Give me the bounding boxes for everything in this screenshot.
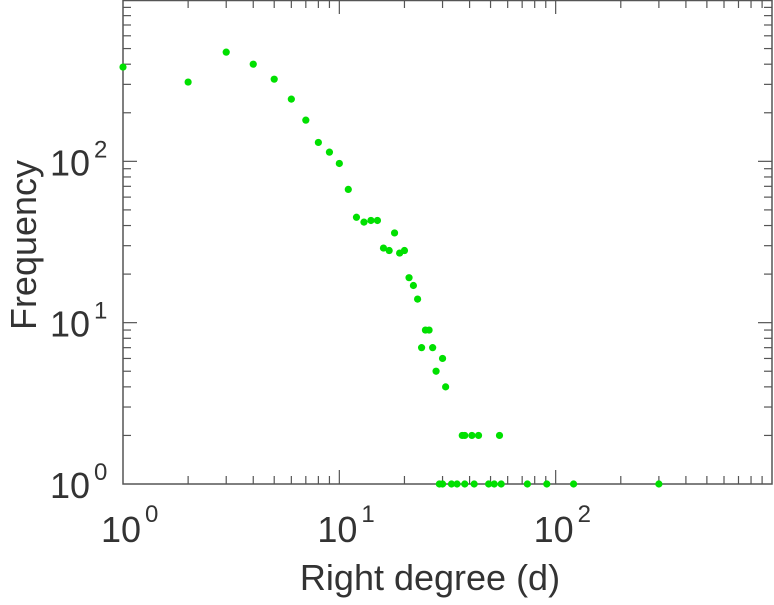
data-point bbox=[344, 185, 352, 193]
data-point bbox=[287, 95, 295, 103]
data-point bbox=[360, 218, 368, 226]
data-point bbox=[222, 48, 230, 56]
data-point bbox=[485, 480, 493, 488]
y-tick-label-base: 10 bbox=[50, 465, 90, 506]
data-point bbox=[497, 480, 505, 488]
data-point bbox=[270, 75, 278, 83]
data-point bbox=[425, 326, 433, 334]
data-point bbox=[432, 367, 440, 375]
data-point bbox=[474, 431, 483, 440]
data-point bbox=[409, 281, 418, 290]
x-tick-label-base: 10 bbox=[317, 509, 357, 550]
y-tick-label-exponent: 2 bbox=[94, 136, 107, 163]
data-point bbox=[442, 383, 450, 391]
y-tick-label-base: 10 bbox=[50, 304, 90, 345]
data-point bbox=[461, 431, 469, 440]
data-point bbox=[470, 480, 478, 488]
data-point bbox=[385, 246, 393, 255]
plot-frame bbox=[122, 0, 773, 485]
data-point bbox=[569, 480, 578, 488]
data-point bbox=[495, 431, 504, 440]
x-tick-label-exponent: 2 bbox=[578, 501, 591, 528]
data-point bbox=[453, 480, 461, 488]
data-point bbox=[490, 480, 498, 488]
data-point bbox=[429, 344, 437, 352]
data-point bbox=[302, 116, 310, 124]
data-points bbox=[119, 48, 663, 488]
y-tick-label-exponent: 0 bbox=[94, 459, 107, 486]
x-tick-label-exponent: 1 bbox=[361, 501, 374, 528]
data-point bbox=[543, 480, 551, 488]
data-point bbox=[468, 431, 476, 440]
data-point bbox=[413, 295, 422, 303]
data-point bbox=[461, 480, 469, 488]
data-point bbox=[379, 244, 388, 252]
x-tick-label-base: 10 bbox=[101, 509, 141, 550]
data-point bbox=[655, 480, 663, 488]
data-point bbox=[405, 274, 413, 282]
x-axis-label: Right degree (d) bbox=[300, 557, 560, 598]
data-point bbox=[335, 159, 343, 168]
x-tick-labels: 10 0 10 1 10 2 bbox=[101, 501, 591, 550]
data-point bbox=[523, 480, 531, 488]
y-tick-label-base: 10 bbox=[50, 142, 90, 183]
data-point bbox=[438, 354, 447, 363]
x-tick-label-exponent: 0 bbox=[145, 501, 158, 528]
data-point bbox=[325, 148, 334, 156]
data-point bbox=[119, 63, 127, 71]
data-point bbox=[417, 344, 426, 352]
data-point bbox=[184, 78, 192, 86]
axis-ticks bbox=[123, 0, 772, 484]
y-tick-label-exponent: 1 bbox=[94, 298, 107, 325]
data-point bbox=[447, 480, 456, 488]
data-point bbox=[352, 213, 361, 221]
data-point bbox=[367, 216, 375, 225]
data-point bbox=[314, 138, 322, 147]
x-tick-label-base: 10 bbox=[534, 509, 574, 550]
data-point bbox=[373, 216, 382, 225]
data-point bbox=[438, 480, 447, 488]
data-point bbox=[249, 60, 257, 68]
y-axis-label: Frequency bbox=[3, 160, 44, 330]
data-point bbox=[400, 246, 409, 255]
data-point bbox=[390, 229, 399, 237]
